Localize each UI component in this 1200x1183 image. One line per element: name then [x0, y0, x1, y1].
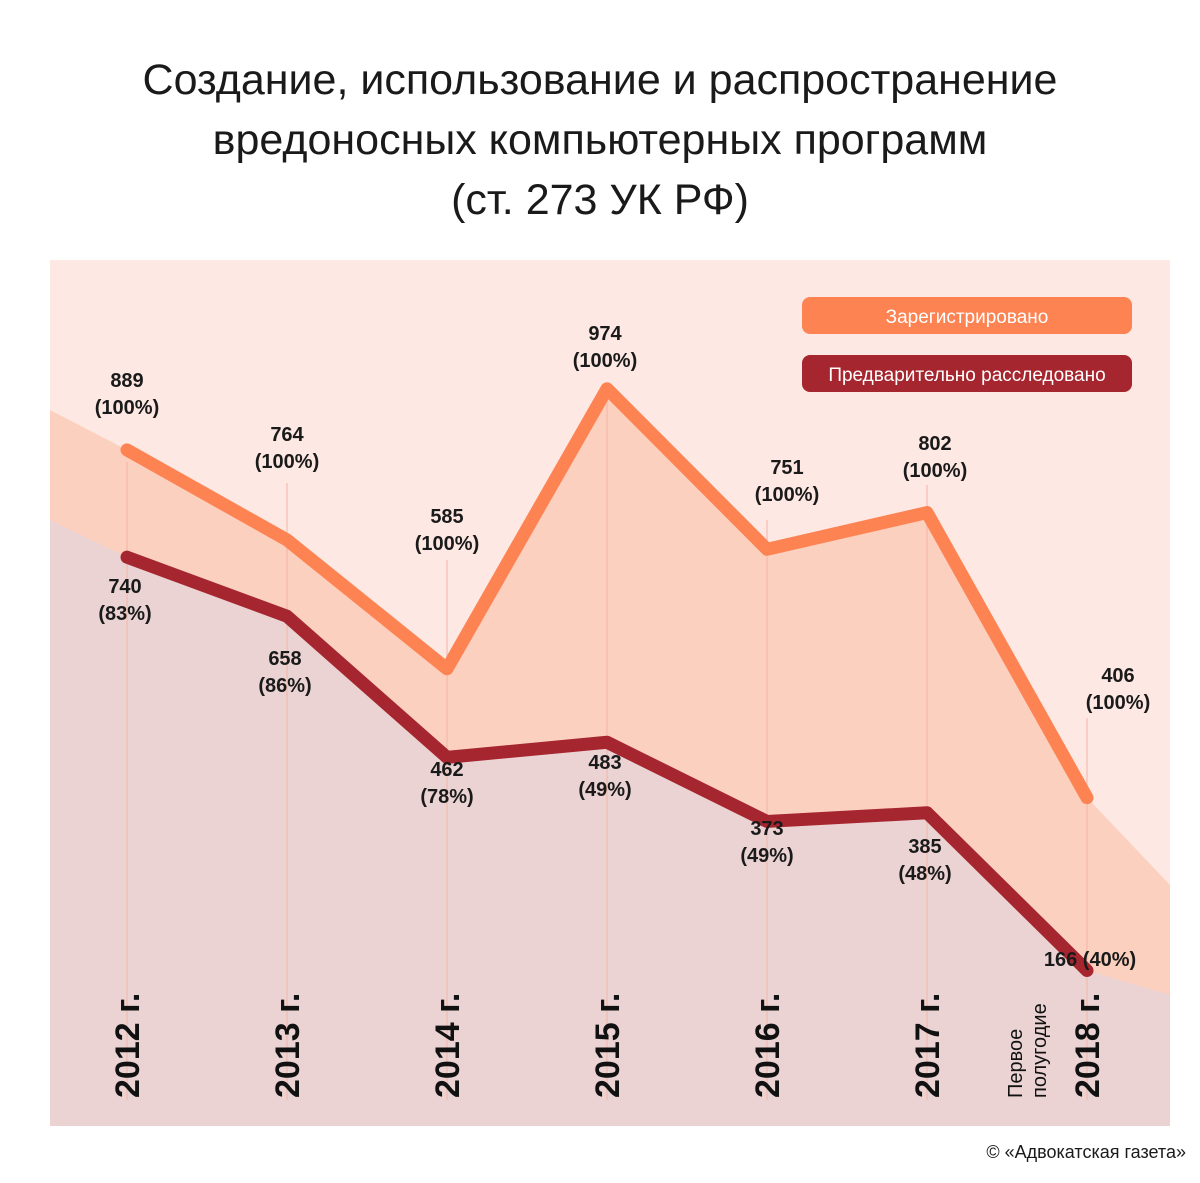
investigated-pct-label: (78%) [420, 786, 473, 808]
legend-investigated-label: Предварительно расследовано [828, 365, 1105, 386]
registered-value-label: 585 [430, 506, 463, 528]
registered-pct-label: (100%) [903, 460, 967, 482]
investigated-pct-label: (48%) [898, 863, 951, 885]
category-labels: 2012 г. 2013 г. 2014 г. 2015 г. 2016 г. 2017 … [109, 993, 1107, 1098]
registered-pct-label: (100%) [255, 451, 319, 473]
category-label: 2012 г. [109, 993, 147, 1098]
registered-pct-label: (100%) [1086, 692, 1150, 714]
registered-value-label: 889 [110, 370, 143, 392]
registered-pct-label: (100%) [415, 533, 479, 555]
legend-registered-box [802, 297, 1132, 334]
legend-investigated-box [802, 355, 1132, 392]
investigated-value-label: 385 [908, 836, 941, 858]
investigated-pct-label: (49%) [740, 845, 793, 867]
data-labels: 889 (100%) 764 (100%) 585 (100%) 974 (100%) 751 (… [95, 323, 1150, 971]
investigated-value-label: 483 [588, 752, 621, 774]
investigated-pct-label: (83%) [98, 603, 151, 625]
title-line-1: Создание, использование и распространени… [142, 56, 1058, 104]
investigated-line [120, 550, 1094, 977]
investigated-value-label: 373 [750, 818, 783, 840]
registered-value-label: 802 [918, 433, 951, 455]
investigated-value-label: 740 [108, 576, 141, 598]
category-note: Первое [1005, 1029, 1027, 1098]
investigated-value-label: 166 (40%) [1044, 949, 1136, 971]
legend: Зарегистрировано Предварительно расследо… [802, 297, 1132, 392]
category-label: 2017 г. [909, 993, 947, 1098]
title-line-3: (ст. 273 УК РФ) [451, 176, 749, 224]
registered-value-label: 751 [770, 457, 803, 479]
legend-registered-label: Зарегистрировано [886, 307, 1049, 328]
category-label: 2016 г. [749, 993, 787, 1098]
category-label: 2015 г. [589, 993, 627, 1098]
category-label: 2013 г. [269, 993, 307, 1098]
credit-text: © «Адвокатская газета» [986, 1142, 1186, 1162]
investigated-pct-label: (86%) [258, 675, 311, 697]
category-label: 2018 г. [1069, 993, 1107, 1098]
investigated-area [50, 520, 1170, 1126]
investigated-value-label: 462 [430, 759, 463, 781]
registered-pct-label: (100%) [755, 484, 819, 506]
category-gridlines [126, 400, 1088, 1100]
investigated-value-label: 658 [268, 648, 301, 670]
category-label: 2014 г. [429, 993, 467, 1098]
registered-value-label: 764 [270, 424, 304, 446]
chart-title: Создание, использование и распространени… [0, 50, 1200, 230]
registered-value-label: 974 [588, 323, 622, 345]
registered-pct-label: (100%) [95, 397, 159, 419]
investigated-pct-label: (49%) [578, 779, 631, 801]
category-note: полугодие [1029, 1003, 1051, 1098]
registered-line [120, 382, 1094, 805]
registered-value-label: 406 [1101, 665, 1134, 687]
registered-pct-label: (100%) [573, 350, 637, 372]
title-line-2: вредоносных компьютерных программ [212, 116, 988, 164]
